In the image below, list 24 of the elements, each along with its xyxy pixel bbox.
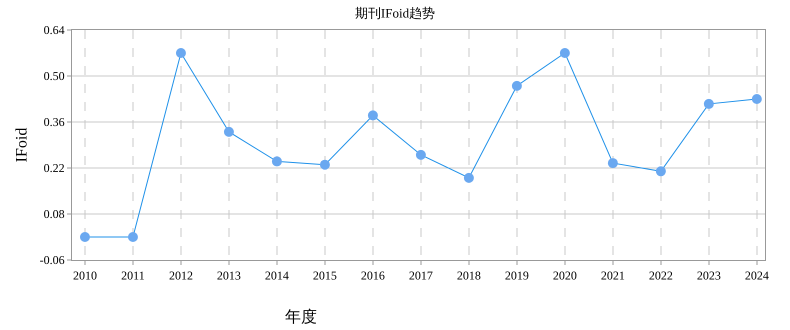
chart-title: 期刊IFoid趋势 (354, 5, 436, 20)
y-tick-label: 0.50 (44, 69, 65, 84)
x-tick-label: 2016 (360, 268, 385, 282)
x-tick-label: 2015 (312, 268, 337, 282)
x-tick-label: 2019 (504, 268, 529, 282)
y-axis-title: IFoid (14, 128, 30, 162)
y-tick-label: 0.36 (44, 115, 65, 130)
x-tick-label: 2013 (216, 268, 241, 282)
x-tick-label: 2011 (121, 268, 145, 282)
y-tick-label: 0.08 (44, 207, 65, 222)
x-tick-label: 2012 (168, 268, 193, 282)
y-tick-label: 0.22 (44, 161, 65, 176)
x-tick-label: 2018 (456, 268, 481, 282)
x-tick-label: 2020 (552, 268, 577, 282)
x-tick-label: 2010 (72, 268, 97, 282)
x-tick-label: 2017 (408, 268, 433, 282)
x-tick-label: 2023 (696, 268, 721, 282)
x-tick-label: 2014 (264, 268, 289, 282)
y-tick-label: 0.64 (44, 23, 65, 38)
x-tick-label: 2024 (744, 268, 769, 282)
x-axis-title: 年度 (285, 308, 317, 326)
x-tick-label: 2022 (648, 268, 673, 282)
y-tick-label: -0.06 (40, 253, 65, 268)
x-tick-label: 2021 (600, 268, 625, 282)
